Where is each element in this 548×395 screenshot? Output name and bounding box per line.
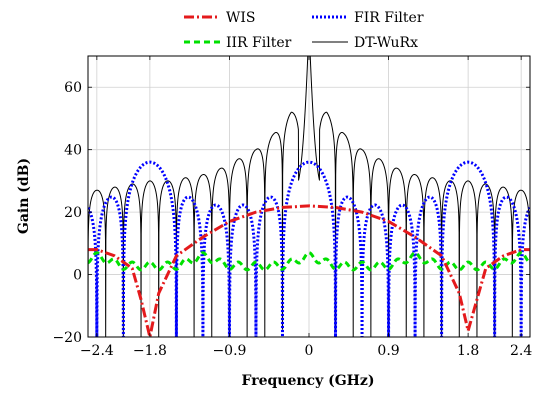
legend-label: IIR Filter [226, 35, 292, 51]
legend-entry: DT-WuRx [312, 35, 418, 51]
x-tick-label: −1.8 [133, 343, 167, 359]
chart-legend: WIS FIR Filter IIR Filter DT-WuRx [184, 10, 424, 51]
series-fir-filter-line [88, 160, 530, 337]
y-axis-label: Gain (dB) [16, 158, 32, 234]
legend-entry: FIR Filter [312, 10, 424, 26]
y-tick-label: −20 [52, 330, 82, 346]
legend-label: FIR Filter [354, 10, 424, 26]
chart-grid [88, 56, 530, 338]
x-tick-label: 0 [305, 343, 314, 359]
series-wis-line [88, 204, 530, 337]
legend-entry: IIR Filter [184, 35, 292, 51]
y-tick-label: 60 [64, 80, 82, 96]
chart-series-group [88, 56, 530, 337]
x-tick-label: −0.9 [212, 343, 246, 359]
x-axis-label: Frequency (GHz) [242, 373, 375, 389]
chart-axes: −2.4 −1.8 −0.9 0 0.9 1.8 2.4 −20 0 20 40 60 [52, 55, 532, 359]
x-tick-label: 0.9 [377, 343, 399, 359]
series-iir-filter-line [88, 251, 530, 272]
y-tick-label: 20 [64, 205, 82, 221]
series-dt-wurx-line [88, 56, 530, 337]
legend-label: WIS [226, 10, 256, 26]
legend-entry: WIS [184, 10, 256, 26]
x-tick-label: 2.4 [510, 343, 532, 359]
x-tick-label: −2.4 [80, 343, 114, 359]
y-tick-label: 40 [64, 143, 82, 159]
legend-label: DT-WuRx [354, 35, 418, 51]
x-tick-label: 1.8 [457, 343, 479, 359]
y-tick-label: 0 [73, 268, 82, 284]
